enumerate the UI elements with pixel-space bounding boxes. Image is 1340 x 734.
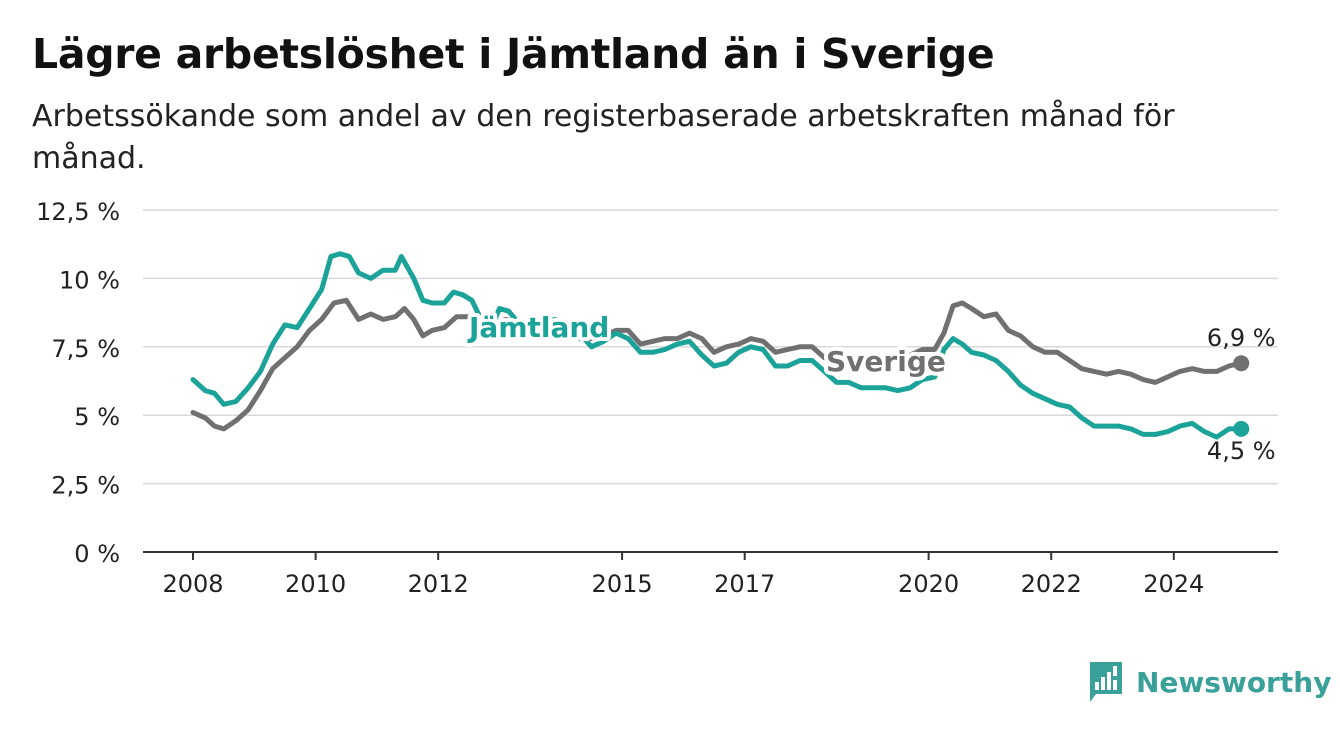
series-label-sverige: Sverige [826,345,946,378]
y-tick-label: 0 % [74,540,120,568]
y-tick-label: 12,5 % [36,198,120,226]
newsworthy-logo: Newsworthy [1088,660,1331,704]
brand-name: Newsworthy [1136,665,1332,699]
x-tick-label: 2024 [1143,570,1204,598]
x-tick-label: 2020 [898,570,959,598]
end-point-jamtland [1233,420,1250,437]
end-label-jamtland: 4,5 % [1207,437,1276,465]
x-tick-label: 2017 [714,570,775,598]
gridlines: 0 % 2,5 % 5 % 7,5 % 10 % 12,5 % 2008 2010 2012 20… [36,198,1278,598]
x-tick-label: 2010 [285,570,346,598]
x-tick-label: 2015 [592,570,653,598]
bar-chart-icon [1090,662,1122,702]
y-tick-label: 2,5 % [51,472,120,500]
end-label-sverige: 6,9 % [1207,324,1276,352]
chart-subtitle: Arbetssökande som andel av den registerb… [32,99,1175,176]
y-tick-label: 5 % [74,403,120,431]
x-tick-label: 2008 [162,570,223,598]
y-tick-label: 7,5 % [51,335,120,363]
y-tick-label: 10 % [59,266,120,294]
series-line-jamtland [190,251,1244,440]
x-tick-label: 2022 [1021,570,1082,598]
x-tick-label: 2012 [408,570,469,598]
series-label-sverige-halo: Sverige [826,345,946,378]
series-line-sverige [190,297,1244,432]
chart-title: Lägre arbetslöshet i Jämtland än i Sveri… [32,30,995,78]
end-point-sverige [1233,355,1250,372]
series-label-jamtland-halo: Jämtland [467,311,609,344]
series-lines [190,251,1250,440]
series-label-jamtland: Jämtland [467,311,609,344]
